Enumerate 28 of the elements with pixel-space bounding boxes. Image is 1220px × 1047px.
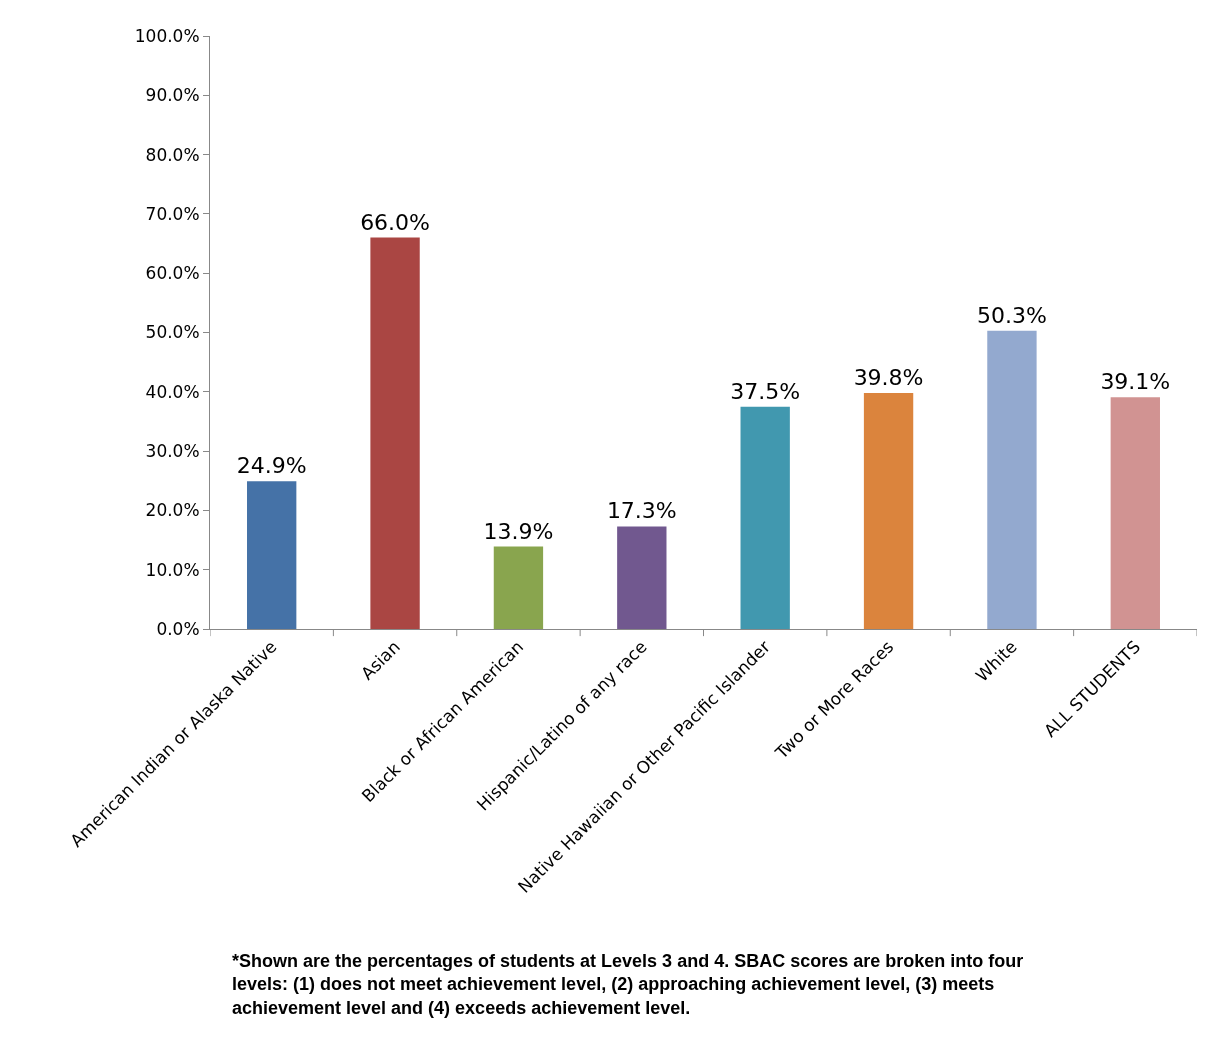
bar: [493, 546, 544, 629]
bar: [247, 481, 297, 629]
bar: [987, 330, 1037, 629]
text: *Shown are the percentages of students at Levels 3 and 4. SBAC scores are broken into four levels: (1) does not meet achievement level, (2) approaching achievement level, (3) meets achievement level and (4) exceeds achievement level.: [232, 951, 1024, 1018]
data-label: 24.9%: [236, 453, 307, 479]
data-label: 37.5%: [730, 378, 801, 404]
data-label: 50.3%: [976, 302, 1047, 328]
bar: [617, 526, 667, 629]
y-tick-label: 20.0%: [145, 500, 200, 521]
y-tick-label: 90.0%: [145, 85, 200, 106]
y-tick-label: 10.0%: [145, 559, 200, 580]
bar: [370, 237, 420, 629]
y-tick-label: 100.0%: [134, 25, 200, 46]
data-label: 13.9%: [483, 518, 554, 544]
y-tick-label: 60.0%: [145, 263, 200, 284]
y-tick-label: 30.0%: [145, 441, 200, 462]
y-tick-label: 50.0%: [145, 322, 200, 343]
bar: [1110, 397, 1160, 629]
data-label: 39.1%: [1100, 369, 1171, 395]
y-tick-label: 0.0%: [156, 618, 200, 639]
data-label: 39.8%: [853, 364, 924, 390]
y-tick-label: 40.0%: [145, 381, 200, 402]
data-label: 66.0%: [360, 209, 431, 235]
y-tick-label: 80.0%: [145, 144, 200, 165]
data-label: 17.3%: [606, 498, 677, 524]
bar: [740, 406, 790, 629]
y-tick-label: 70.0%: [145, 203, 200, 224]
bar: [863, 392, 914, 629]
